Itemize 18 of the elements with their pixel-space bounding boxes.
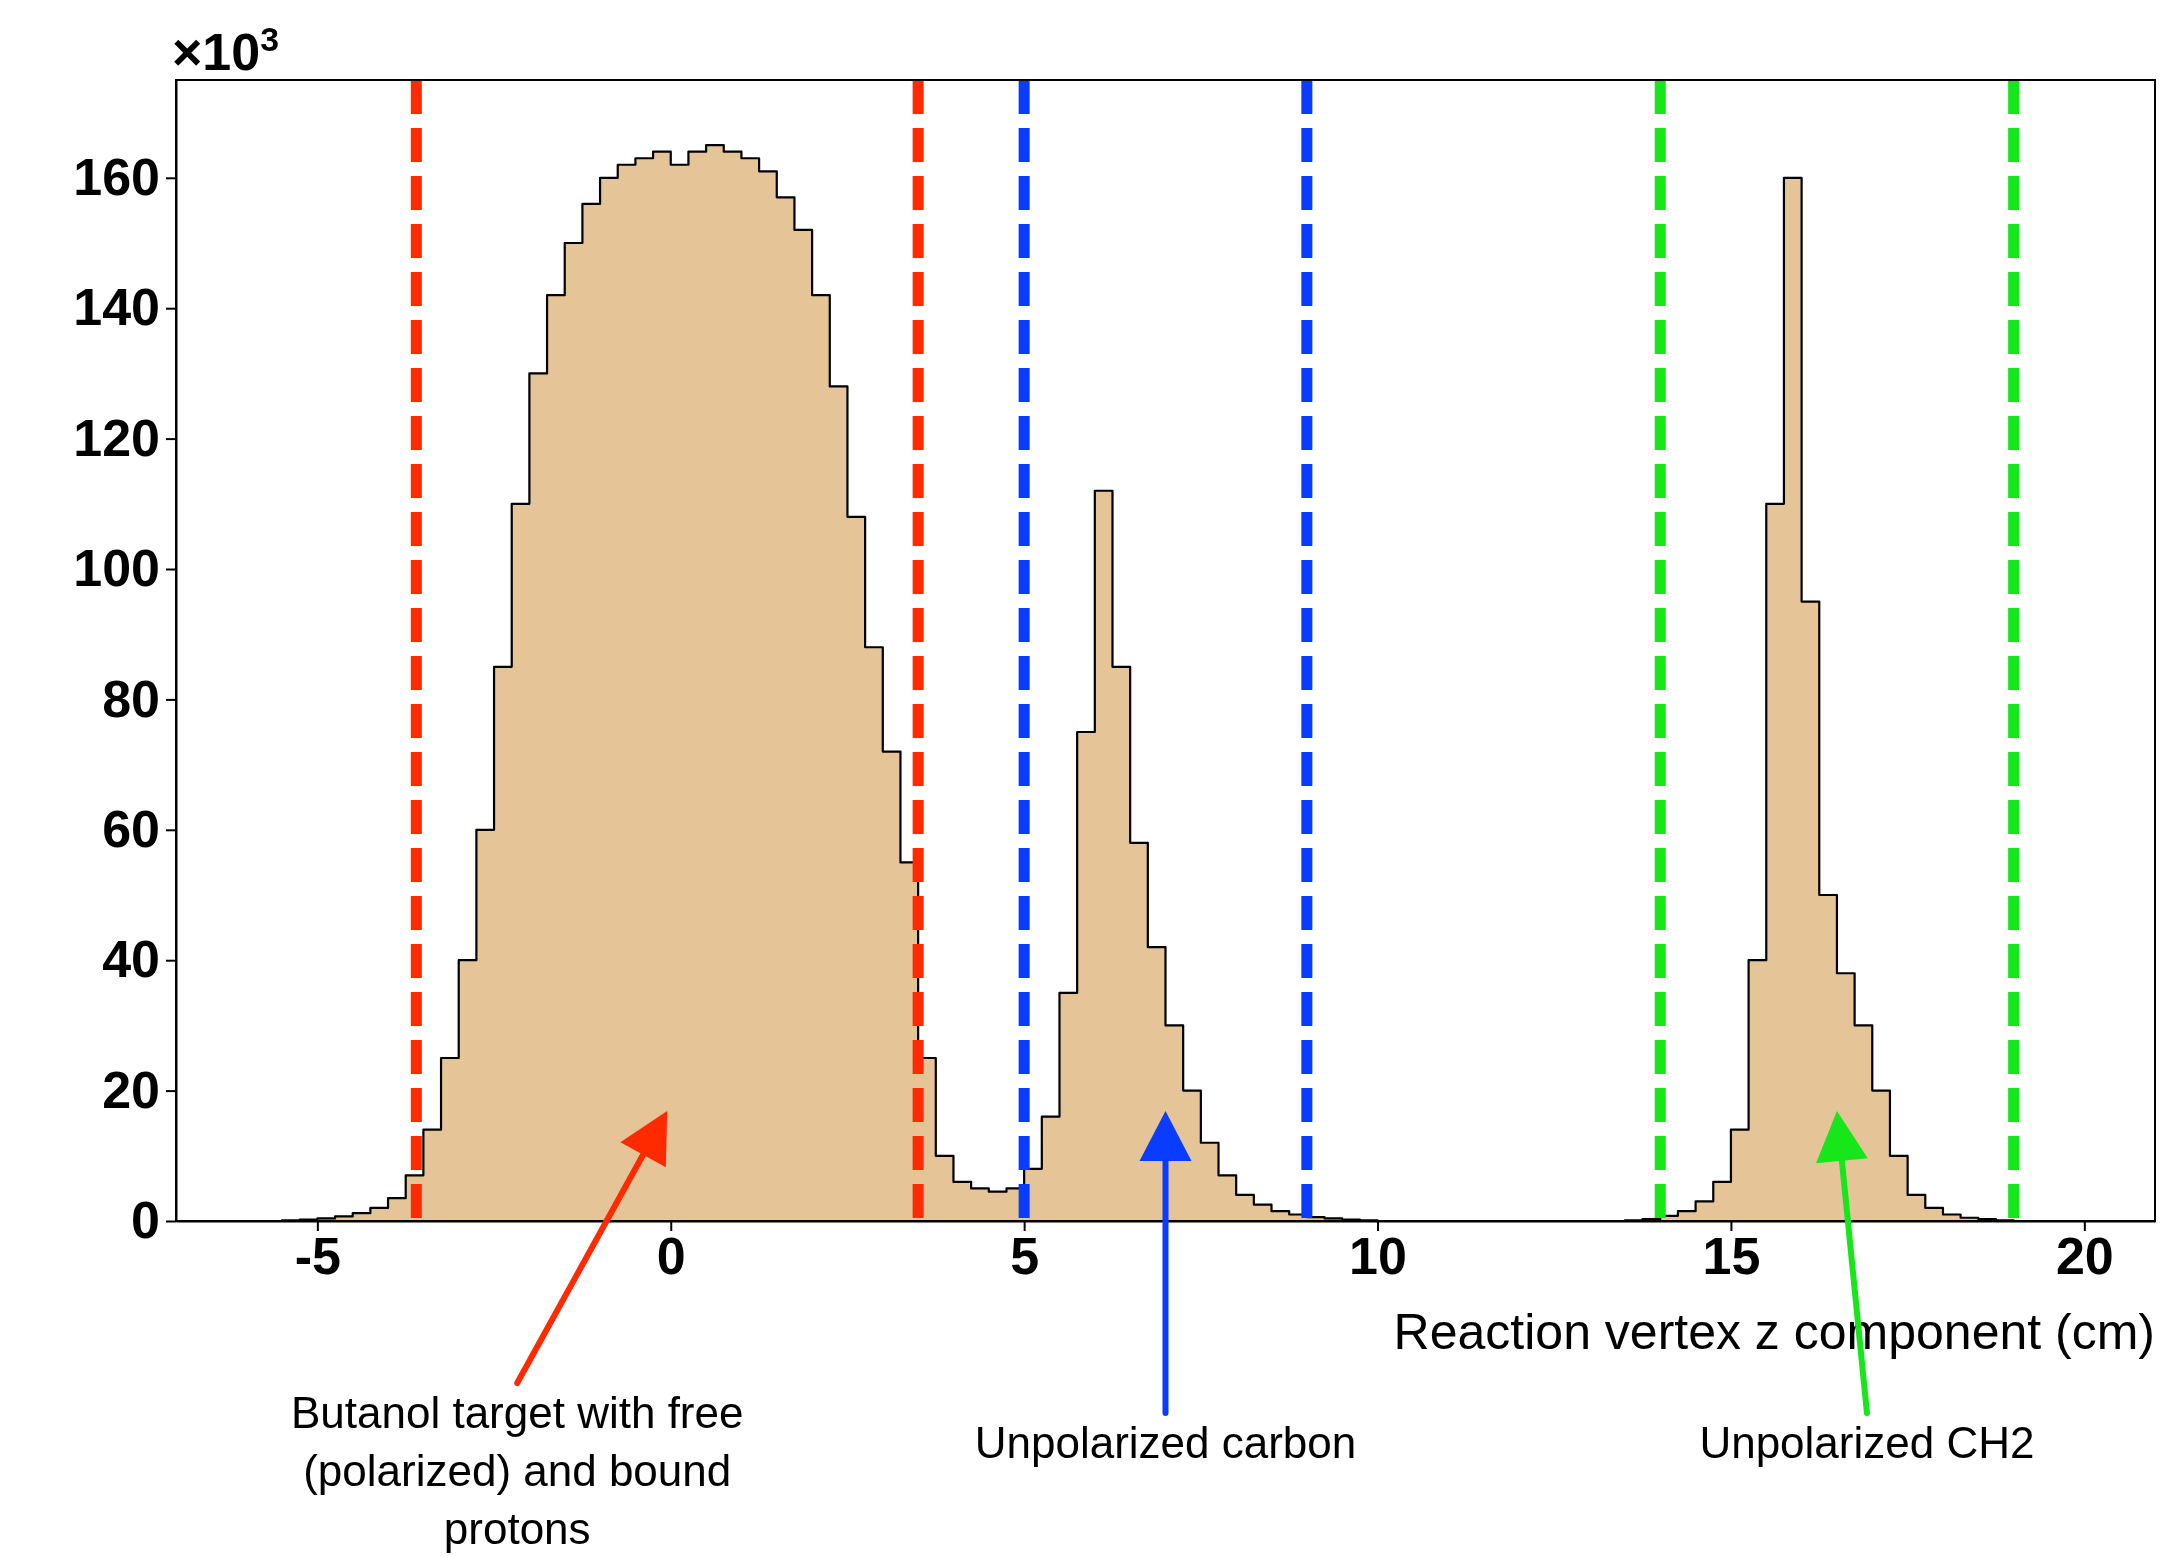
x-tick-label: 15 (1702, 1226, 1761, 1285)
y-tick-label: 140 (73, 278, 160, 337)
text: Butanol target with free (polarized) and bound protons (290, 1388, 744, 1553)
y-tick-label: 40 (102, 930, 160, 989)
text: Unpolarized CH2 (1699, 1418, 2035, 1467)
y-tick-label: 160 (73, 147, 160, 206)
y-tick-label: 60 (102, 799, 160, 858)
y-tick-label: 20 (102, 1060, 160, 1119)
y-tick-label: 100 (73, 539, 160, 598)
y-tick-label: 80 (102, 669, 160, 728)
y-tick-label: 120 (73, 408, 160, 467)
x-tick-label: 10 (1349, 1226, 1407, 1285)
x-tick-label: 20 (2055, 1226, 2114, 1285)
x-tick-label: 5 (1010, 1226, 1040, 1285)
text: Unpolarized carbon (974, 1418, 1357, 1467)
x-tick-label: -5 (294, 1226, 341, 1285)
x-tick-label: 0 (656, 1226, 686, 1285)
y-axis-title: ×10$^{3}$ (172, 20, 280, 81)
